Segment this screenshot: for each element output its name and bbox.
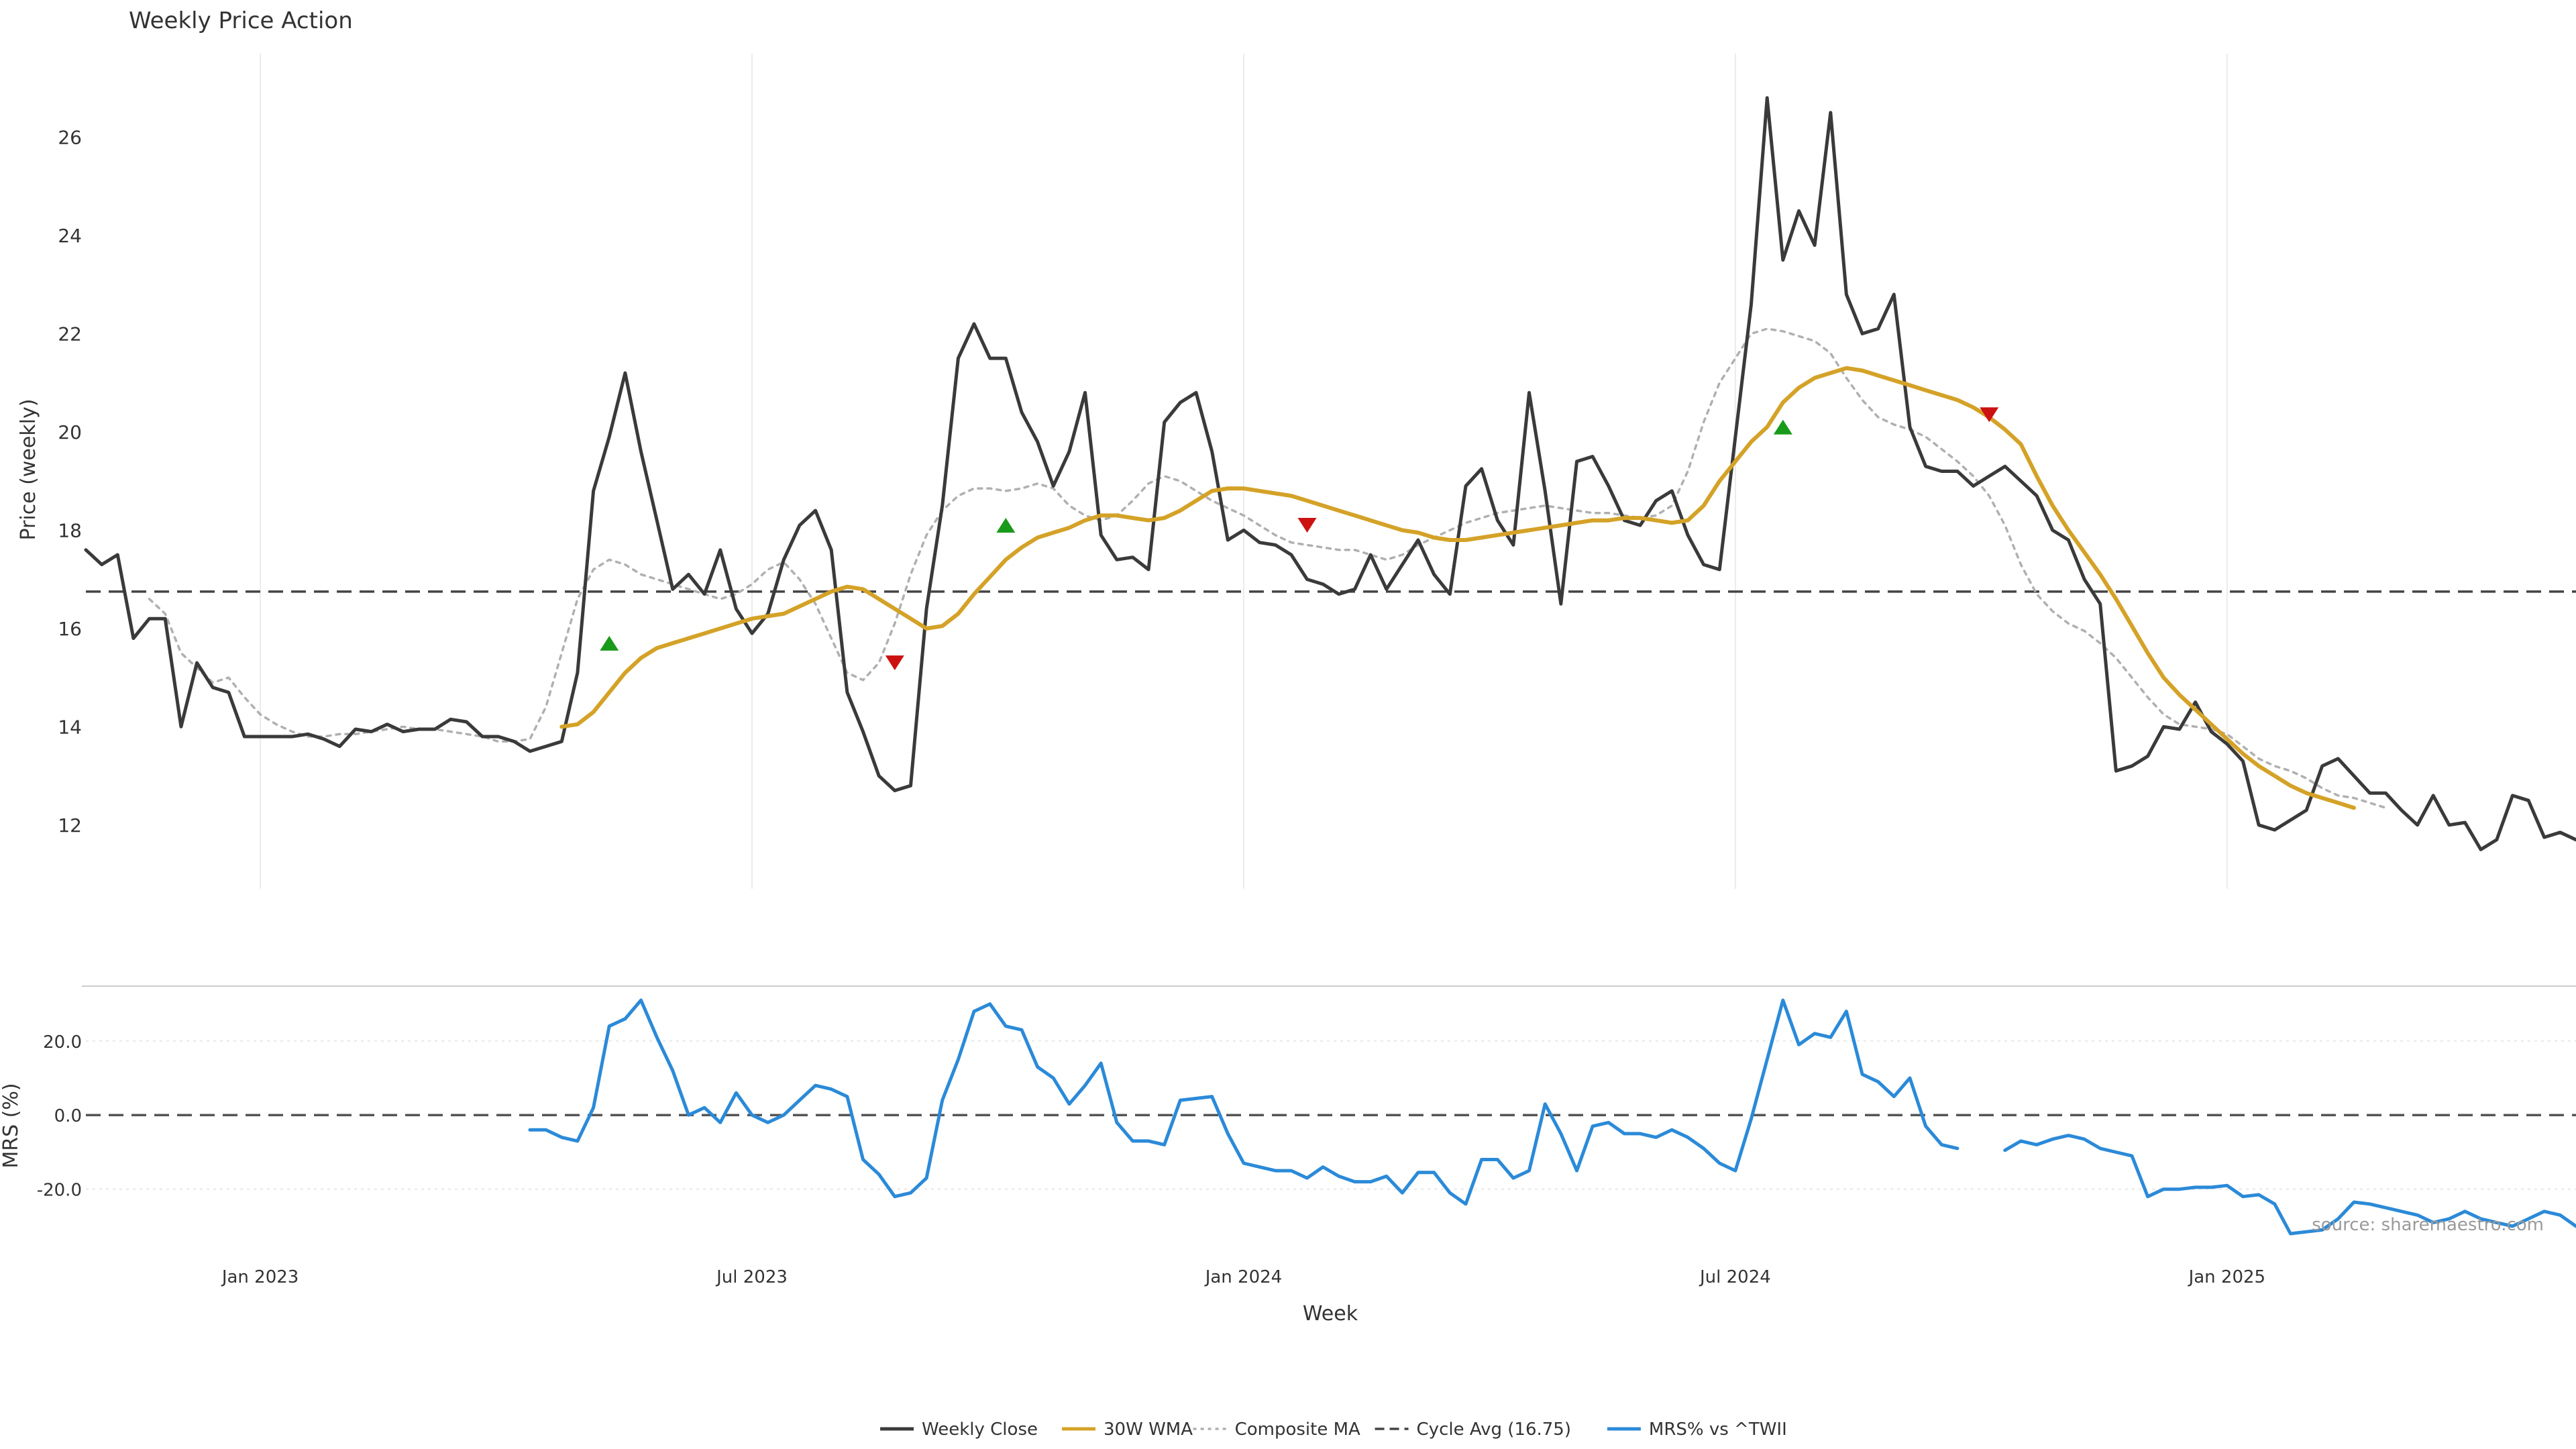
legend-label: Composite MA <box>1235 1419 1360 1440</box>
x-tick-label: Jan 2025 <box>2188 1267 2266 1287</box>
sell-signal-marker <box>1297 518 1317 533</box>
legend-label: Cycle Avg (16.75) <box>1417 1419 1571 1440</box>
price-grid <box>260 54 2228 889</box>
legend-item: Cycle Avg (16.75) <box>1375 1419 1571 1440</box>
legend-label: MRS% vs ^TWII <box>1649 1419 1787 1440</box>
legend: Weekly Close 30W WMA Composite MA Cycle Avg… <box>880 1419 1787 1440</box>
buy-signal-marker <box>600 635 619 651</box>
x-tick-label: Jul 2024 <box>1699 1267 1771 1287</box>
x-axis-label: Week <box>1303 1302 1358 1326</box>
buy-signal-marker <box>1773 419 1792 435</box>
x-ticks: Jan 2023 Jul 2023 Jan 2024 Jul 2024 Jan 2025… <box>221 1267 2266 1287</box>
price-series <box>84 96 2576 851</box>
mrs-y-tick-label: -20.0 <box>37 1181 82 1201</box>
signal-markers <box>600 407 1999 671</box>
price-y-ticks: 12 14 16 18 20 22 24 26 <box>58 127 82 837</box>
mrs-series <box>86 998 2576 1236</box>
price-y-tick-label: 16 <box>58 618 82 640</box>
legend-item: MRS% vs ^TWII <box>1607 1419 1787 1440</box>
price-y-tick-label: 14 <box>58 716 82 738</box>
legend-item: 30W WMA <box>1062 1419 1193 1440</box>
buy-signal-marker <box>996 518 1016 533</box>
legend-label: 30W WMA <box>1104 1419 1193 1440</box>
series-composite-ma <box>148 327 2387 809</box>
price-y-tick-label: 26 <box>58 127 82 149</box>
legend-label: Weekly Close <box>922 1419 1038 1440</box>
series-weekly-close <box>84 96 2576 851</box>
mrs-y-axis-label: MRS (%) <box>0 1083 23 1168</box>
price-y-tick-label: 24 <box>58 225 82 247</box>
mrs-y-ticks: 20.0 0.0 -20.0 <box>37 1032 82 1201</box>
legend-item: Composite MA <box>1193 1419 1360 1440</box>
mrs-y-tick-label: 0.0 <box>54 1106 82 1126</box>
series-mrs-vs-twii <box>528 998 2576 1236</box>
source-note: source: sharemaestro.com <box>2312 1215 2544 1235</box>
legend-item: Weekly Close <box>880 1419 1038 1440</box>
sell-signal-marker <box>1980 407 1999 423</box>
x-tick-label: Jan 2023 <box>221 1267 299 1287</box>
sell-signal-marker <box>885 655 904 671</box>
mrs-y-tick-label: 20.0 <box>43 1032 82 1053</box>
x-tick-label: Jan 2024 <box>1204 1267 1283 1287</box>
price-y-tick-label: 22 <box>58 323 82 345</box>
chart-title: Weekly Price Action <box>129 7 353 34</box>
price-y-tick-label: 20 <box>58 421 82 443</box>
price-y-tick-label: 12 <box>58 814 82 837</box>
x-tick-label: Jul 2023 <box>715 1267 788 1287</box>
series-30w-wma <box>559 366 2356 810</box>
price-y-tick-label: 18 <box>58 519 82 541</box>
price-y-axis-label: Price (weekly) <box>17 398 40 540</box>
